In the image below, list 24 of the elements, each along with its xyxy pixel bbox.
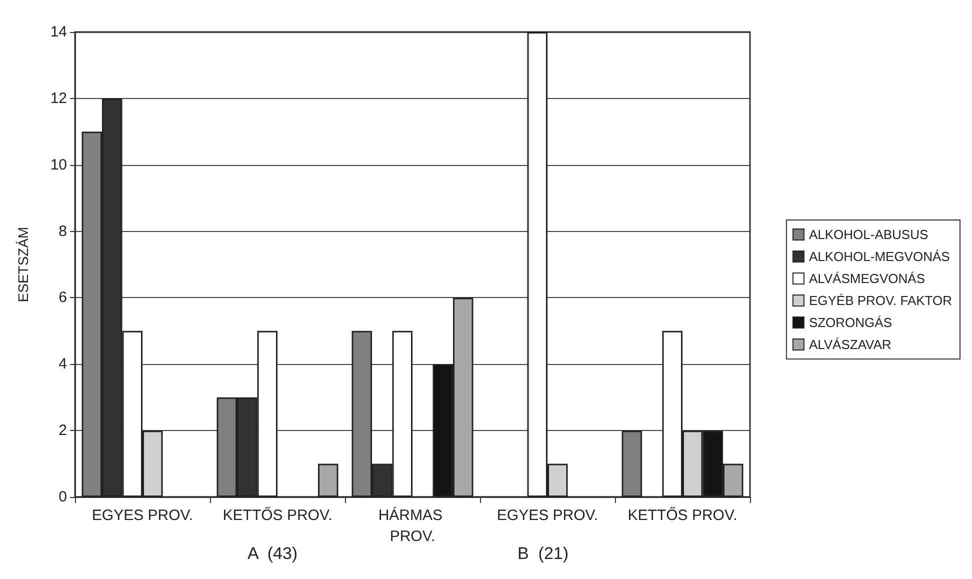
y-tick-label: 4 [58, 356, 67, 373]
y-tick-label: 14 [50, 24, 67, 40]
text: A (43) [248, 544, 298, 563]
legend-label: EGYÉB PROV. FAKTOR [808, 293, 952, 308]
y-tick-label: 6 [58, 289, 67, 306]
y-tick-label: 12 [50, 90, 67, 107]
legend-label: SZORONGÁS [808, 315, 892, 330]
y-tick-label: 0 [58, 488, 67, 506]
y-tick-label: 2 [58, 422, 67, 440]
x-tick-label: KETTŐS PROV. [222, 506, 332, 524]
legend-label: ALKOHOL-ABUSUS [808, 227, 928, 242]
legend-label: ALKOHOL-MEGVONÁS [808, 249, 950, 264]
x-tick-label: KETTŐS PROV. [628, 506, 738, 524]
bar [318, 464, 338, 497]
legend-label: ALVÁSZAVAR [808, 337, 892, 352]
x-tick-label: EGYES PROV. [92, 507, 194, 524]
y-tick-label: 10 [50, 156, 67, 174]
y-axis-title: ESETSZÁM [15, 226, 31, 302]
y-tick-label: 8 [58, 222, 67, 240]
text: B (21) [518, 544, 569, 563]
x-tick-label: EGYES PROV. [496, 507, 598, 524]
bar [622, 430, 642, 497]
legend-label: ALVÁSMEGVONÁS [808, 271, 926, 286]
x-tick-label: HÁRMAS PROV. [378, 506, 447, 545]
